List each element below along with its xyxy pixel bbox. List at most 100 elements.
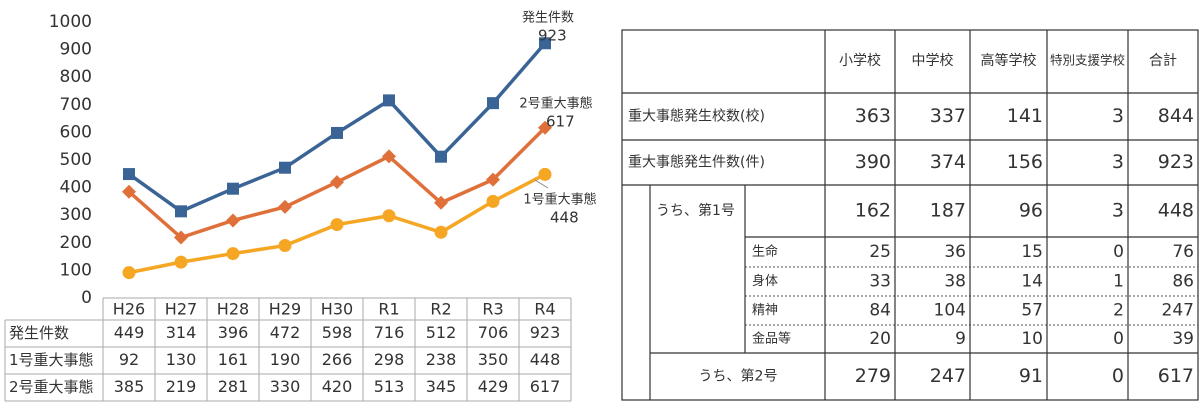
cell-value: 279 [855,365,891,387]
table-value: 706 [478,323,509,342]
table-value: 92 [119,350,139,369]
x-tick-label: H30 [321,300,353,319]
y-tick-label: 900 [60,40,92,60]
marker [279,161,291,174]
cell-value: 96 [1019,200,1043,222]
cell-value: 337 [930,105,966,127]
cell-value: 36 [944,242,966,262]
x-tick-label: R1 [378,300,399,319]
y-tick-label: 800 [60,67,92,87]
legend-label: 2号重大事態 [9,378,94,396]
table-value: 238 [426,350,457,369]
cell-value: 57 [1021,301,1043,321]
marker [122,266,136,280]
row-label: 精神 [752,303,778,318]
cell-value: 448 [1158,200,1194,222]
cell-value: 38 [944,272,966,292]
cell-value: 141 [1007,105,1043,127]
marker [434,225,448,239]
column-header: 中学校 [912,52,954,69]
cell-value: 76 [1172,242,1194,262]
cell-value: 3 [1112,151,1124,173]
column-header: 合計 [1149,53,1177,69]
marker [382,149,396,164]
marker [226,247,240,261]
marker [330,175,344,190]
cell-value: 39 [1172,329,1194,349]
table-value: 266 [322,350,353,369]
annotation-name: 2号重大事態 [519,96,592,112]
cell-value: 187 [930,200,966,222]
marker [227,182,239,195]
table-value: 420 [322,377,353,396]
row-label: うち、第1号 [656,202,735,219]
table-value: 472 [270,323,301,342]
marker [539,37,551,50]
y-tick-label: 700 [60,95,92,115]
table-value: 448 [530,350,561,369]
y-tick-label: 1000 [49,12,92,32]
marker [175,205,187,218]
cell-value: 104 [934,301,966,321]
annotation-name: 発生件数 [522,11,574,26]
cell-value: 162 [855,200,891,222]
table-value: 513 [374,377,405,396]
legend-label: 1号重大事態 [9,351,94,369]
y-tick-label: 500 [60,150,92,170]
y-tick-label: 200 [60,233,92,253]
marker [487,97,499,110]
table-value: 345 [426,377,457,396]
cell-value: 1 [1113,272,1124,292]
marker [486,172,500,187]
cell-value: 33 [869,272,891,292]
row-label: 重大事態発生校数(校) [628,108,765,125]
y-tick-label: 100 [60,260,92,280]
marker [383,94,395,107]
column-header: 特別支援学校 [1050,53,1126,68]
marker [226,213,240,228]
marker [434,195,448,210]
marker [331,126,343,139]
table-value: 281 [218,377,249,396]
marker [122,184,136,199]
x-tick-label: H29 [269,300,301,319]
table-value: 161 [218,350,249,369]
marker [174,230,188,245]
x-tick-label: H27 [165,300,197,319]
cell-value: 374 [930,151,966,173]
table-value: 314 [166,323,197,342]
cell-value: 0 [1112,365,1124,387]
table-value: 449 [114,323,145,342]
cell-value: 617 [1158,365,1194,387]
table-value: 298 [374,350,405,369]
y-tick-label: 0 [81,288,92,308]
row-label: 重大事態発生件数(件) [628,155,765,171]
marker [382,209,396,223]
cell-value: 0 [1113,329,1124,349]
marker [278,239,292,253]
table-value: 385 [114,377,145,396]
cell-value: 3 [1112,105,1124,127]
cell-value: 91 [1019,365,1043,387]
marker [435,150,447,163]
annotation-name: 1号重大事態 [523,192,596,208]
marker [278,199,292,214]
cell-value: 247 [930,365,966,387]
table-value: 512 [426,323,457,342]
column-header: 高等学校 [981,52,1037,69]
marker [330,218,344,232]
row-label: 身体 [752,273,778,289]
table-value: 923 [530,323,561,342]
cell-value: 10 [1021,329,1043,349]
table-value: 617 [530,377,561,396]
cell-value: 25 [869,242,891,262]
row-label: 金品等 [752,331,791,347]
cell-value: 9 [955,329,966,349]
marker [486,194,500,208]
y-tick-label: 400 [60,178,92,198]
x-tick-label: R2 [430,300,451,319]
y-tick-label: 600 [60,122,92,142]
cell-value: 3 [1112,200,1124,222]
